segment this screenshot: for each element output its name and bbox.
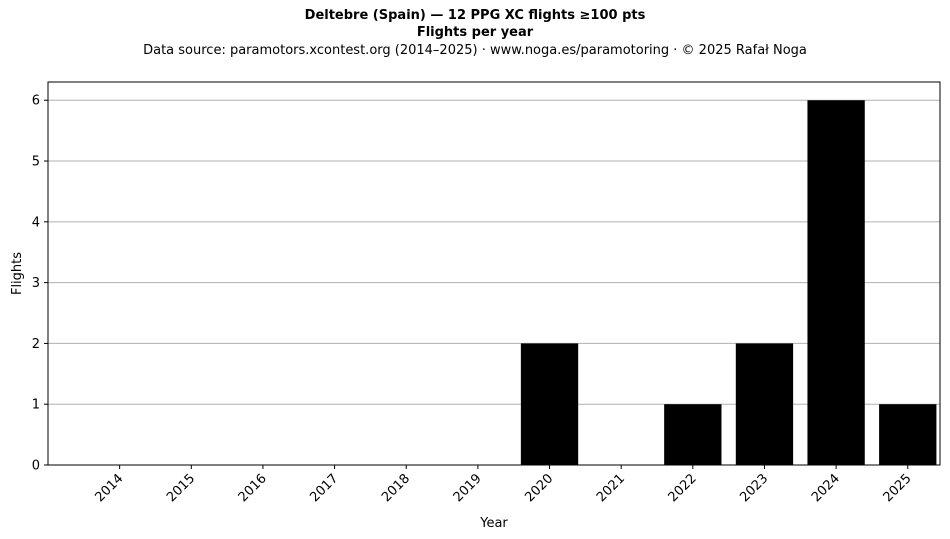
y-tick-label: 4	[32, 215, 40, 230]
x-axis-label: Year	[479, 516, 508, 531]
x-tick-label: 2019	[451, 471, 485, 505]
chart-subtitle: Flights per year	[416, 25, 534, 40]
x-tick-label: 2014	[92, 471, 126, 505]
bar-2024	[807, 100, 865, 465]
y-tick-label: 0	[32, 459, 40, 474]
bar-2020	[520, 343, 579, 465]
y-tick-label: 2	[32, 337, 40, 352]
bar-2023	[735, 343, 794, 465]
x-tick-label: 2016	[236, 471, 270, 505]
plot-frame	[47, 81, 941, 466]
y-tick-label: 3	[32, 276, 40, 291]
x-tick-label: 2020	[522, 471, 556, 505]
x-tick-label: 2022	[666, 471, 700, 505]
x-tick-label: 2024	[809, 471, 843, 505]
chart-source-note: Data source: paramotors.xcontest.org (20…	[143, 43, 807, 58]
x-tick-label: 2018	[379, 471, 413, 505]
x-tick-label: 2025	[881, 471, 915, 505]
y-axis-label: Flights	[10, 252, 25, 295]
bar-2025	[879, 404, 937, 465]
x-tick-label: 2023	[737, 471, 771, 505]
x-tick-label: 2015	[164, 471, 198, 505]
x-tick-label: 2021	[594, 471, 628, 505]
y-tick-label: 5	[32, 155, 40, 170]
y-tick-label: 6	[32, 94, 40, 109]
bar-layer	[520, 100, 937, 465]
y-tick-label: 1	[32, 398, 40, 413]
grid-layer	[48, 99, 940, 405]
bar-2022	[664, 404, 722, 465]
chart-title: Deltebre (Spain) — 12 PPG XC flights ≥10…	[304, 8, 646, 23]
x-tick-label: 2017	[307, 471, 341, 505]
